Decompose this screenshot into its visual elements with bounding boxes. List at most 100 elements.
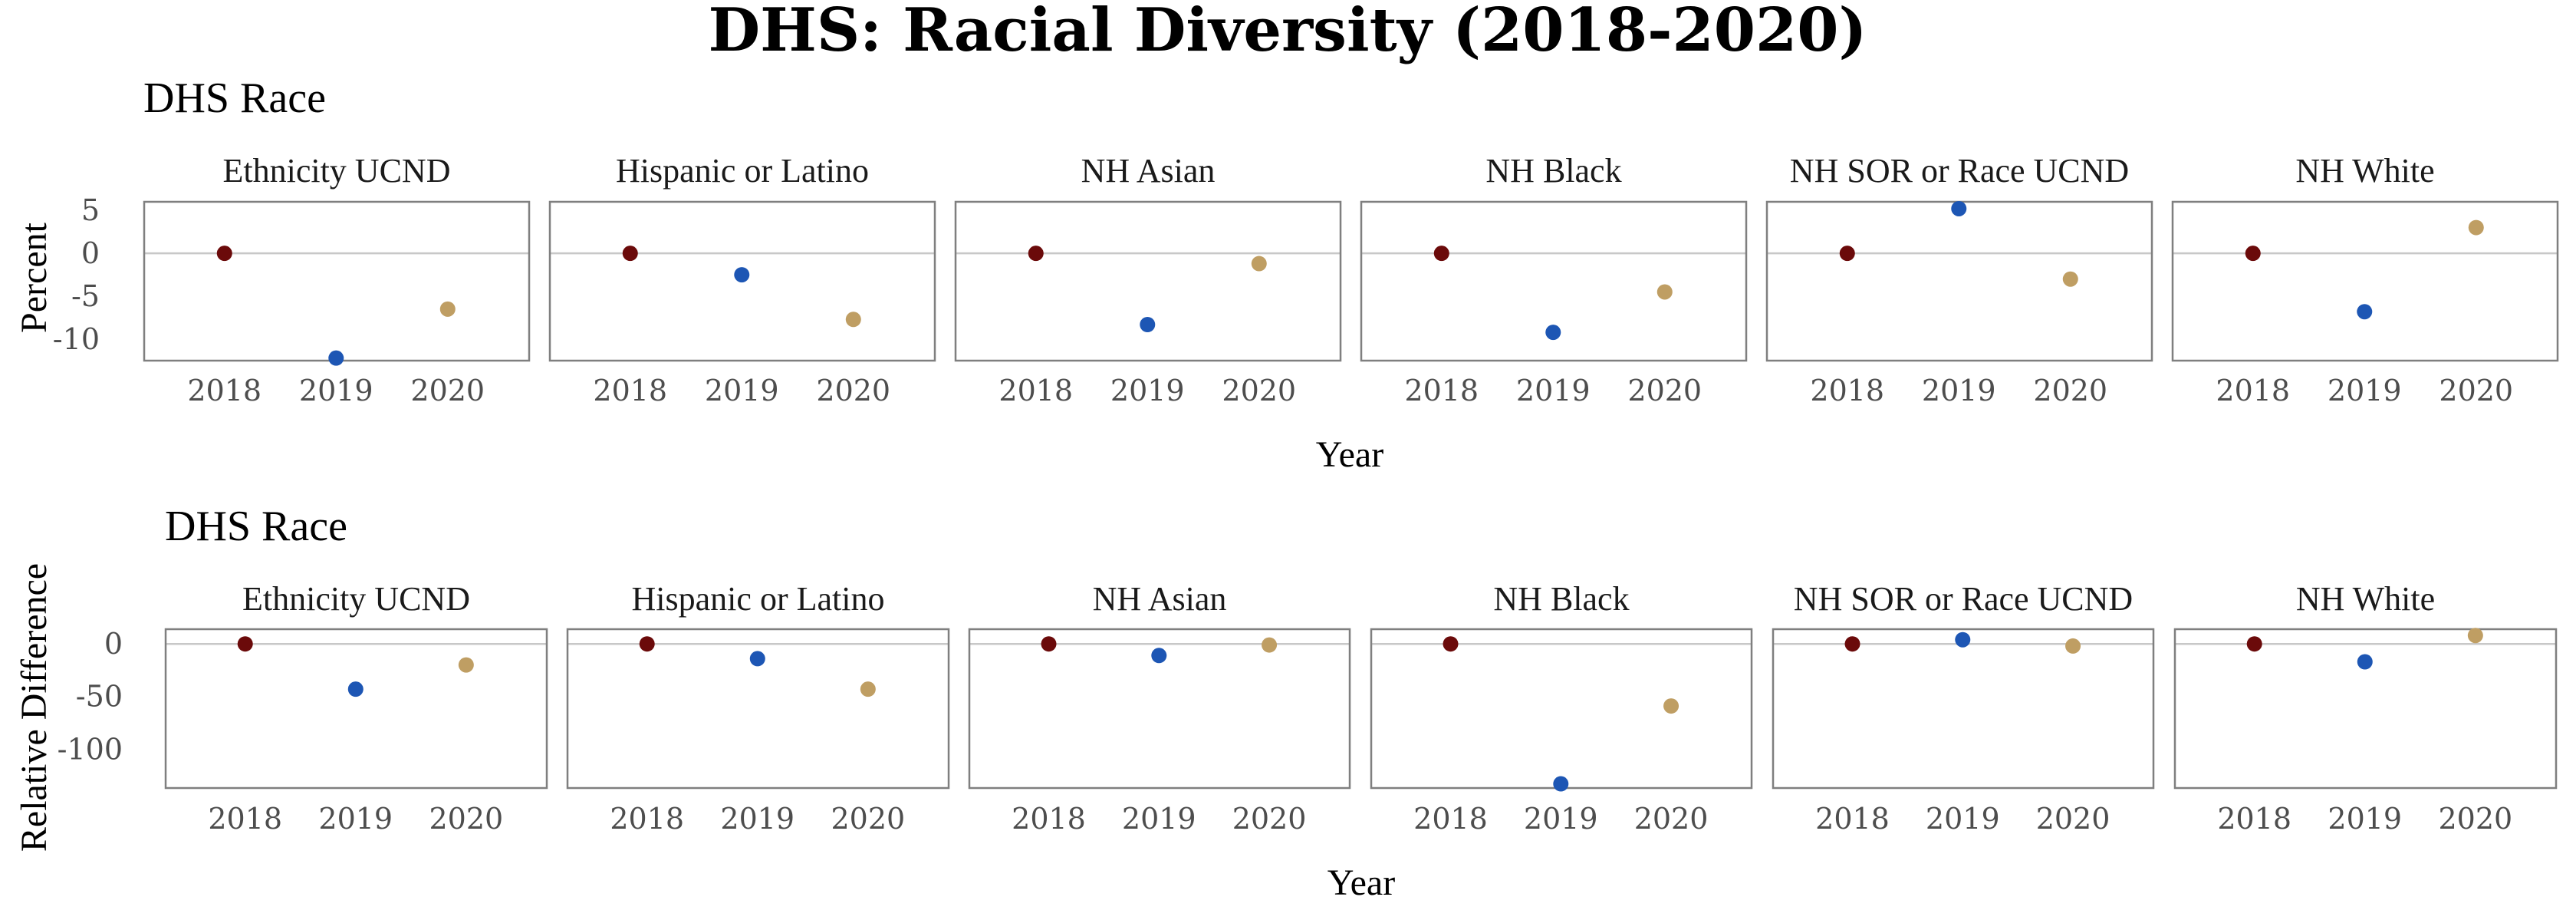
percent-x-tick-label: 2018 <box>998 374 1073 407</box>
reldiff-y-tick-label: -100 <box>58 732 123 766</box>
reldiff-x-tick-label: 2018 <box>2217 802 2291 836</box>
percent-x-tick-label: 2019 <box>1922 374 1996 407</box>
reldiff-y-tick-label: 0 <box>104 627 123 661</box>
reldiff-y-axis-title: Relative Difference <box>14 563 54 852</box>
reldiff-point-2019 <box>749 651 765 667</box>
reldiff-point-2018 <box>2246 636 2262 652</box>
reldiff-x-axis-title: Year <box>1327 862 1395 903</box>
percent-panel-frame <box>143 200 531 362</box>
percent-point-2020 <box>1656 284 1673 300</box>
percent-point-2020 <box>1251 256 1267 272</box>
percent-x-tick-label: 2019 <box>2328 374 2402 407</box>
reldiff-panel-frame <box>968 628 1351 790</box>
percent-point-2020 <box>2062 271 2078 287</box>
reldiff-point-2020 <box>860 681 876 697</box>
percent-point-2019 <box>734 267 750 283</box>
percent-point-2018 <box>216 246 232 262</box>
reldiff-x-tick-label: 2019 <box>1524 802 1598 836</box>
percent-y-tick-label: 5 <box>81 193 100 227</box>
reldiff-panel-frame <box>1370 628 1753 790</box>
reldiff-x-tick-label: 2019 <box>1122 802 1196 836</box>
percent-point-2019 <box>1951 200 1967 216</box>
percent-point-2018 <box>1433 246 1449 262</box>
percent-x-tick-label: 2020 <box>410 374 485 407</box>
reldiff-point-2020 <box>2065 638 2081 654</box>
reldiff-facet-label: NH Asian <box>1093 580 1227 618</box>
reldiff-point-2019 <box>1553 776 1569 792</box>
reldiff-x-tick-label: 2019 <box>720 802 795 836</box>
reldiff-facet-label: NH White <box>2296 580 2435 618</box>
reldiff-panel-frame <box>2173 628 2558 790</box>
percent-subtitle: DHS Race <box>143 74 326 122</box>
percent-point-2020 <box>439 301 456 317</box>
chart-title: DHS: Racial Diversity (2018-2020) <box>709 0 1867 65</box>
percent-panel-frame <box>1765 200 2153 362</box>
percent-x-tick-label: 2020 <box>2439 374 2513 407</box>
percent-facet-label: NH White <box>2295 152 2434 190</box>
reldiff-facet-label: NH SOR or Race UCND <box>1794 580 2133 618</box>
reldiff-panel-frame <box>566 628 950 790</box>
percent-point-2019 <box>1545 325 1561 341</box>
reldiff-y-tick-label: -50 <box>76 680 123 714</box>
reldiff-x-tick-label: 2018 <box>610 802 684 836</box>
reldiff-point-2019 <box>2357 654 2373 670</box>
reldiff-point-2018 <box>1443 636 1459 652</box>
percent-point-2018 <box>622 246 638 262</box>
percent-facet-label: Ethnicity UCND <box>223 152 451 190</box>
percent-facet-label: NH SOR or Race UCND <box>1790 152 2129 190</box>
reldiff-point-2018 <box>1041 636 1057 652</box>
reldiff-point-2019 <box>1151 648 1167 664</box>
reldiff-point-2018 <box>237 636 253 652</box>
percent-point-2020 <box>845 312 861 328</box>
percent-y-tick-label: 0 <box>81 236 100 270</box>
percent-point-2019 <box>2357 304 2373 320</box>
percent-y-axis-title: Percent <box>14 222 54 333</box>
percent-panel-frame <box>954 200 1342 362</box>
reldiff-point-2019 <box>1955 631 1971 648</box>
percent-x-tick-label: 2020 <box>2033 374 2107 407</box>
percent-y-tick-label: -10 <box>53 322 100 356</box>
reldiff-facet-label: NH Black <box>1493 580 1629 618</box>
percent-panel-frame <box>1360 200 1748 362</box>
reldiff-facet-label: Hispanic or Latino <box>632 580 885 618</box>
percent-x-tick-label: 2019 <box>705 374 779 407</box>
percent-facet-label: NH Black <box>1485 152 1621 190</box>
percent-x-tick-label: 2020 <box>1222 374 1296 407</box>
reldiff-x-tick-label: 2018 <box>1815 802 1890 836</box>
reldiff-point-2018 <box>639 636 655 652</box>
reldiff-point-2020 <box>458 657 474 673</box>
reldiff-point-2020 <box>1663 698 1679 714</box>
percent-point-2018 <box>1839 246 1855 262</box>
reldiff-panel-frame <box>164 628 548 790</box>
reldiff-point-2020 <box>2467 628 2483 644</box>
percent-x-tick-label: 2019 <box>1516 374 1591 407</box>
reldiff-panel-frame <box>1772 628 2155 790</box>
percent-facet-label: Hispanic or Latino <box>616 152 869 190</box>
reldiff-facet-label: Ethnicity UCND <box>242 580 470 618</box>
percent-point-2018 <box>2245 246 2261 262</box>
reldiff-x-tick-label: 2020 <box>2438 802 2512 836</box>
percent-facet-label: NH Asian <box>1081 152 1216 190</box>
percent-x-axis-title: Year <box>1316 434 1383 475</box>
percent-x-tick-label: 2019 <box>299 374 373 407</box>
percent-point-2018 <box>1028 246 1044 262</box>
reldiff-x-tick-label: 2020 <box>1232 802 1307 836</box>
reldiff-point-2018 <box>1844 636 1860 652</box>
percent-x-tick-label: 2018 <box>1404 374 1479 407</box>
percent-x-tick-label: 2018 <box>2216 374 2290 407</box>
percent-x-tick-label: 2020 <box>1627 374 1702 407</box>
reldiff-x-tick-label: 2020 <box>2036 802 2110 836</box>
percent-panel-frame <box>548 200 936 362</box>
reldiff-x-tick-label: 2019 <box>1926 802 2000 836</box>
reldiff-x-tick-label: 2020 <box>429 802 503 836</box>
percent-y-tick-label: -5 <box>71 279 100 313</box>
percent-point-2019 <box>328 350 344 366</box>
reldiff-x-tick-label: 2019 <box>2328 802 2402 836</box>
reldiff-x-tick-label: 2018 <box>1413 802 1488 836</box>
reldiff-x-tick-label: 2020 <box>831 802 905 836</box>
percent-x-tick-label: 2020 <box>816 374 890 407</box>
percent-panel-frame <box>2171 200 2559 362</box>
reldiff-x-tick-label: 2019 <box>318 802 393 836</box>
percent-point-2020 <box>2468 219 2484 236</box>
